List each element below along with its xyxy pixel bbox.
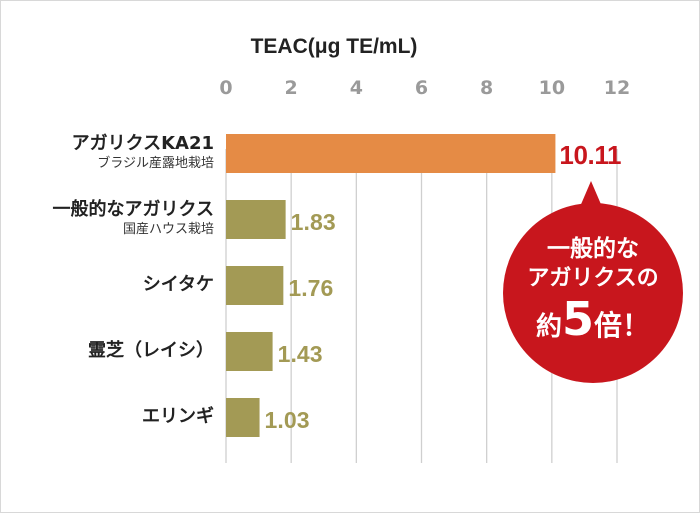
category-sublabel: ブラジル産露地栽培 bbox=[97, 156, 214, 171]
x-tick-label: 2 bbox=[285, 77, 298, 99]
chart-title: TEAC(μg TE/mL) bbox=[251, 35, 418, 58]
bar bbox=[226, 266, 284, 305]
category-label: 一般的なアガリクス国産ハウス栽培 bbox=[53, 199, 214, 238]
data-label: 1.43 bbox=[278, 341, 323, 367]
bar bbox=[226, 200, 286, 239]
bar bbox=[226, 134, 556, 173]
category-name: エリンギ bbox=[142, 406, 214, 427]
category-sublabel: 国産ハウス栽培 bbox=[122, 222, 214, 237]
callout-circle bbox=[503, 203, 683, 383]
category-name: 霊芝（レイシ） bbox=[88, 340, 214, 361]
x-tick-label: 6 bbox=[415, 77, 428, 99]
x-tick-label: 8 bbox=[480, 77, 493, 99]
category-name: 一般的なアガリクス bbox=[52, 199, 214, 220]
data-label: 1.83 bbox=[291, 209, 336, 235]
callout-emphasis: 約5倍！ bbox=[536, 292, 650, 346]
callout-line: 一般的な bbox=[547, 235, 639, 262]
bar bbox=[226, 332, 273, 371]
category-label: エリンギ bbox=[142, 406, 214, 428]
data-label: 1.76 bbox=[288, 275, 333, 301]
category-label: アガリクスKA21 ブラジル産露地栽培 bbox=[72, 133, 214, 172]
category-label: シイタケ bbox=[143, 274, 214, 296]
callout-line: アガリクスの bbox=[527, 266, 658, 291]
x-tick-label: 4 bbox=[350, 77, 363, 99]
category-label: 霊芝（レイシ） bbox=[88, 340, 214, 362]
category-name: シイタケ bbox=[142, 274, 214, 295]
bar bbox=[226, 398, 260, 437]
data-label: 10.11 bbox=[559, 140, 621, 170]
x-tick-label: 0 bbox=[219, 77, 232, 99]
data-label: 1.03 bbox=[265, 407, 310, 433]
callout-pointer bbox=[579, 181, 603, 209]
x-tick-label: 10 bbox=[539, 77, 565, 99]
x-tick-label: 12 bbox=[604, 77, 630, 99]
category-name: アガリクスKA21 bbox=[71, 133, 214, 154]
